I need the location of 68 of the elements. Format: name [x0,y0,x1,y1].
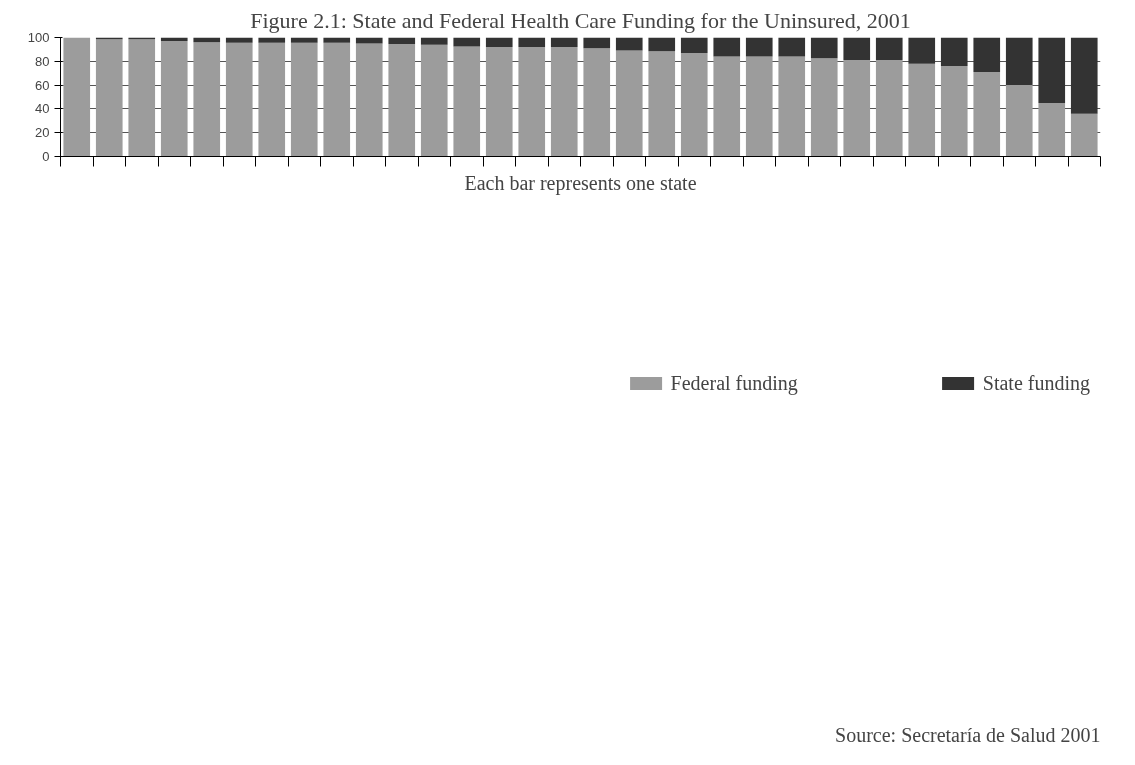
bar [713,56,741,157]
legend-label: State funding [982,371,1090,395]
bar [550,47,578,157]
bar [388,37,416,45]
source-note: Source: Secretaría de Salud 2001 [835,723,1101,746]
bar [290,37,318,43]
y-tick-label: 20 [35,125,50,141]
bar [323,37,351,43]
bar [615,50,643,157]
y-tick-label: 40 [35,101,50,117]
legend-label: Federal funding [670,371,798,395]
bar [1005,85,1033,157]
bar [1038,37,1066,103]
bar [193,42,221,157]
bar [810,58,838,157]
bar [843,60,871,157]
bar [615,37,643,51]
bar [940,37,968,67]
bar [225,42,253,157]
bar [583,48,611,157]
bar [713,37,741,57]
y-tick-label: 0 [42,149,50,164]
bar [973,72,1001,157]
bar [290,42,318,157]
chart-title: Figure 2.1: State and Federal Health Care Funding for the Uninsured, 2001 [250,7,911,33]
bar [745,37,773,57]
bar [323,42,351,157]
bar [1070,37,1098,114]
bar [485,37,513,48]
bar [128,39,156,157]
bar [258,42,286,157]
bar [453,46,481,157]
bar [160,41,188,157]
bar [453,37,481,47]
bar [1070,113,1098,157]
bar [810,37,838,59]
x-axis-title: Each bar represents one state [464,171,697,195]
y-tick-label: 80 [35,53,50,69]
bar [1005,37,1033,86]
bar [648,51,676,157]
bar [583,37,611,49]
bar [908,37,936,64]
bar [1038,102,1066,157]
bar [420,37,448,45]
bar [258,37,286,43]
bar [648,37,676,52]
y-tick-label: 60 [35,77,50,93]
bar [420,44,448,157]
bar [95,39,123,157]
bar [875,60,903,157]
bar [518,47,546,157]
bar [875,37,903,61]
bar [680,37,708,53]
y-tick-label: 100 [27,30,50,45]
bar [485,47,513,157]
bar [778,37,806,57]
bar [745,56,773,157]
bar [680,52,708,157]
bar [908,63,936,157]
bar [550,37,578,48]
bar [778,56,806,157]
bar [355,43,383,157]
bar [843,37,871,61]
bar [518,37,546,48]
bar [973,37,1001,73]
bar [940,66,968,157]
bar [225,37,253,43]
bar [388,44,416,157]
